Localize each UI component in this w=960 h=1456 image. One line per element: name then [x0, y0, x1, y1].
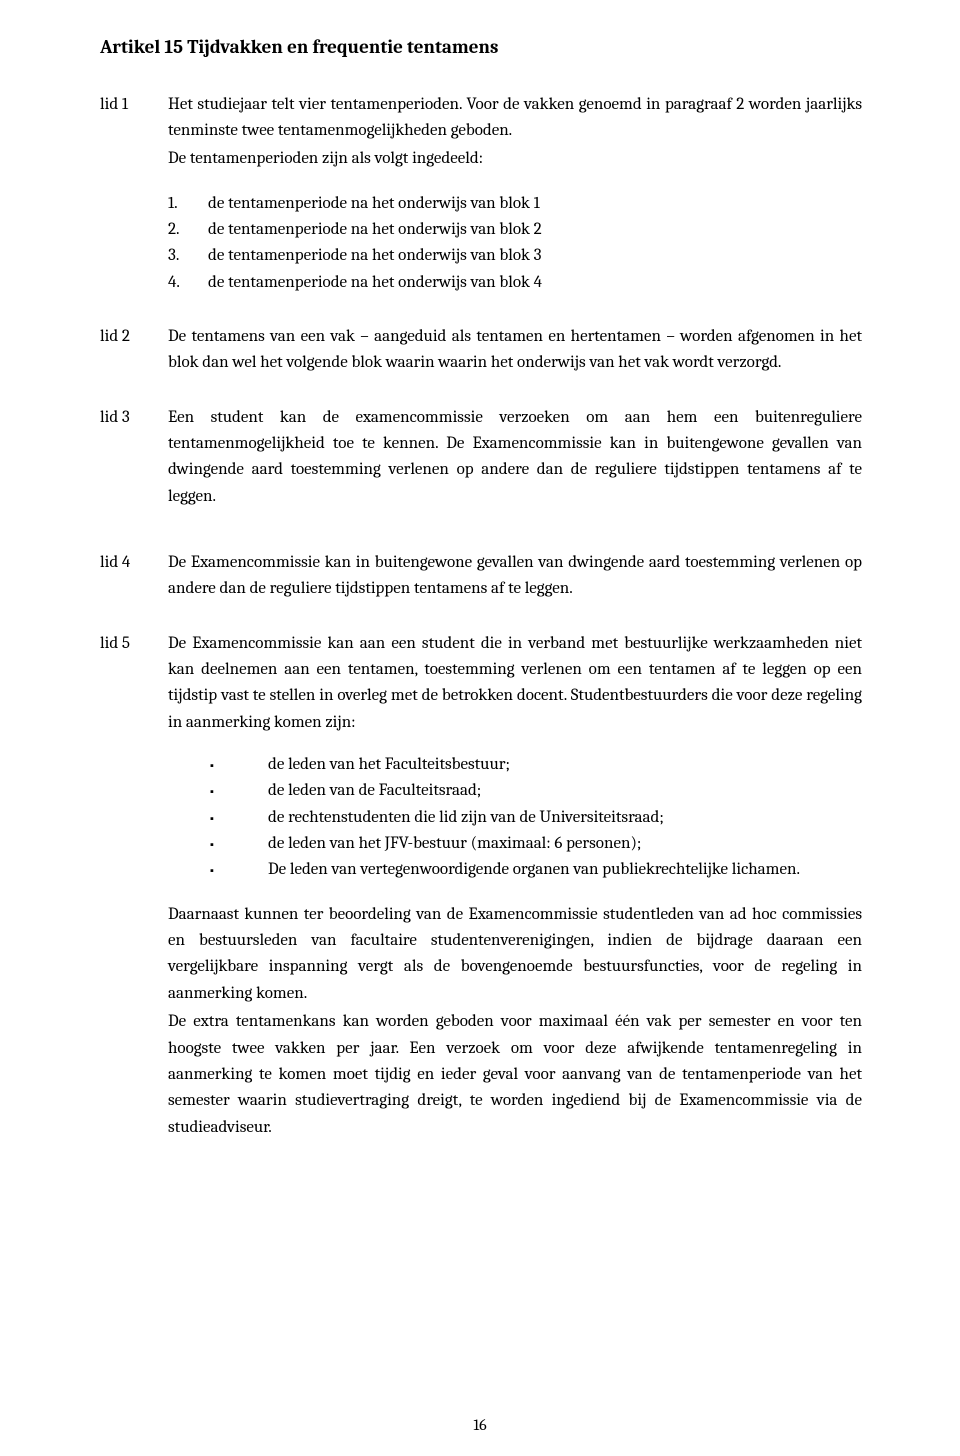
list-num: 2. — [168, 217, 208, 243]
bullet-icon: ▪ — [168, 752, 268, 774]
article-title: Artikel 15 Tijdvakken en frequentie tent… — [100, 34, 862, 62]
list-text: de tentamenperiode na het onderwijs van … — [208, 191, 540, 217]
lid-5-closing-1: Daarnaast kunnen ter beoordeling van de … — [168, 902, 862, 1007]
list-num: 1. — [168, 191, 208, 217]
bullet-item: ▪ de leden van de Faculteitsraad; — [168, 778, 862, 804]
list-num: 4. — [168, 270, 208, 296]
list-num: 3. — [168, 243, 208, 269]
bullet-item: ▪ De leden van vertegenwoordigende organ… — [168, 857, 862, 883]
bullet-icon: ▪ — [168, 857, 268, 879]
lid-5-closing-2: De extra tentamenkans kan worden geboden… — [168, 1009, 862, 1141]
lid-4-text: De Examencommissie kan in buitengewone g… — [168, 550, 862, 603]
bullet-text: de rechtenstudenten die lid zijn van de … — [268, 805, 664, 831]
lid-5-bullets: ▪ de leden van het Faculteitsbestuur; ▪ … — [168, 752, 862, 884]
lid-1-list: 1. de tentamenperiode na het onderwijs v… — [168, 191, 862, 296]
lid-2: lid 2 De tentamens van een vak – aangedu… — [100, 324, 862, 379]
lid-3-content: Een student kan de examencommissie verzo… — [168, 405, 862, 512]
lid-5-label: lid 5 — [100, 631, 168, 1143]
list-text: de tentamenperiode na het onderwijs van … — [208, 243, 542, 269]
bullet-icon: ▪ — [168, 778, 268, 800]
bullet-icon: ▪ — [168, 831, 268, 853]
lid-5-content: De Examencommissie kan aan een student d… — [168, 631, 862, 1143]
bullet-text: de leden van de Faculteitsraad; — [268, 778, 481, 804]
lid-1-p2: De tentamenperioden zijn als volgt inged… — [168, 146, 862, 172]
bullet-text: de leden van het Faculteitsbestuur; — [268, 752, 510, 778]
lid-5: lid 5 De Examencommissie kan aan een stu… — [100, 631, 862, 1143]
lid-4-content: De Examencommissie kan in buitengewone g… — [168, 550, 862, 605]
lid-2-label: lid 2 — [100, 324, 168, 379]
lid-5-closing: Daarnaast kunnen ter beoordeling van de … — [168, 902, 862, 1141]
list-item: 2. de tentamenperiode na het onderwijs v… — [168, 217, 862, 243]
lid-4: lid 4 De Examencommissie kan in buitenge… — [100, 550, 862, 605]
lid-1-content: Het studiejaar telt vier tentamenperiode… — [168, 92, 862, 298]
bullet-item: ▪ de leden van het JFV-bestuur (maximaal… — [168, 831, 862, 857]
lid-1-p1: Het studiejaar telt vier tentamenperiode… — [168, 92, 862, 145]
lid-4-label: lid 4 — [100, 550, 168, 605]
list-text: de tentamenperiode na het onderwijs van … — [208, 217, 542, 243]
lid-2-content: De tentamens van een vak – aangeduid als… — [168, 324, 862, 379]
list-item: 4. de tentamenperiode na het onderwijs v… — [168, 270, 862, 296]
lid-3-label: lid 3 — [100, 405, 168, 512]
bullet-item: ▪ de rechtenstudenten die lid zijn van d… — [168, 805, 862, 831]
bullet-text: de leden van het JFV-bestuur (maximaal: … — [268, 831, 641, 857]
list-item: 1. de tentamenperiode na het onderwijs v… — [168, 191, 862, 217]
lid-3: lid 3 Een student kan de examencommissie… — [100, 405, 862, 512]
lid-2-text: De tentamens van een vak – aangeduid als… — [168, 324, 862, 377]
lid-1: lid 1 Het studiejaar telt vier tentamenp… — [100, 92, 862, 298]
lid-5-intro: De Examencommissie kan aan een student d… — [168, 631, 862, 736]
list-item: 3. de tentamenperiode na het onderwijs v… — [168, 243, 862, 269]
document-page: Artikel 15 Tijdvakken en frequentie tent… — [0, 0, 960, 1456]
lid-3-text: Een student kan de examencommissie verzo… — [168, 405, 862, 510]
lid-1-label: lid 1 — [100, 92, 168, 298]
bullet-item: ▪ de leden van het Faculteitsbestuur; — [168, 752, 862, 778]
list-text: de tentamenperiode na het onderwijs van … — [208, 270, 542, 296]
bullet-icon: ▪ — [168, 805, 268, 827]
page-number: 16 — [0, 1416, 960, 1434]
bullet-text: De leden van vertegenwoordigende organen… — [268, 857, 800, 883]
